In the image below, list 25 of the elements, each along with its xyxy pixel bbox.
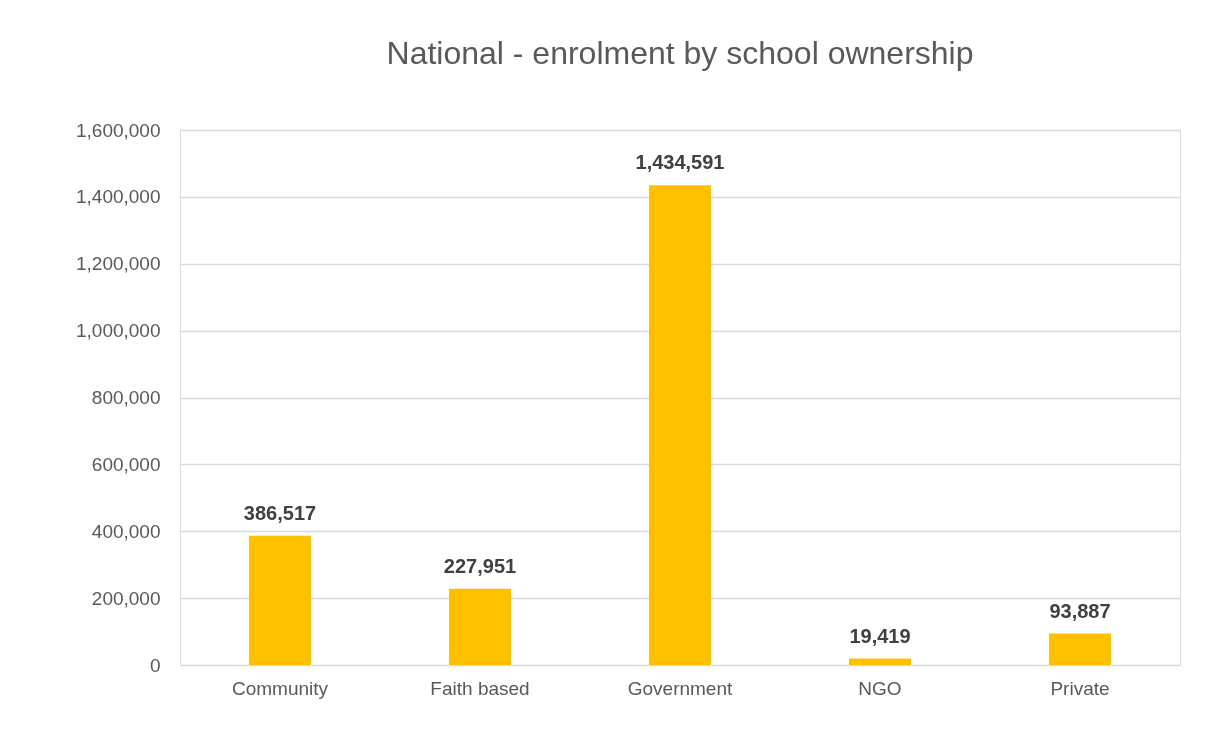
y-tick-label: 400,000 [91, 520, 161, 542]
bar [1049, 633, 1111, 665]
data-label: 93,887 [1049, 599, 1111, 622]
y-tick-label: 1,600,000 [75, 119, 161, 141]
x-tick-label: NGO [858, 677, 902, 699]
chart-title: National - enrolment by school ownership [386, 35, 974, 71]
data-label: 19,419 [849, 624, 911, 647]
y-tick-label: 1,400,000 [75, 186, 161, 208]
y-tick-label: 1,200,000 [75, 253, 161, 275]
data-label: 386,517 [243, 501, 317, 524]
x-tick-label: Community [231, 677, 329, 699]
y-tick-label: 1,000,000 [75, 320, 161, 342]
x-tick-label: Faith based [430, 677, 530, 699]
bar [249, 535, 311, 665]
y-tick-label: 200,000 [91, 587, 161, 609]
bar [649, 185, 711, 665]
y-tick-label: 0 [149, 654, 161, 676]
data-label: 227,951 [443, 554, 517, 577]
x-tick-label: Private [1050, 677, 1110, 699]
x-tick-label: Government [627, 677, 733, 699]
bar [449, 588, 511, 665]
y-tick-label: 600,000 [91, 453, 161, 475]
data-label: 1,434,591 [635, 151, 725, 174]
bar [849, 658, 911, 665]
y-tick-label: 800,000 [91, 387, 161, 408]
